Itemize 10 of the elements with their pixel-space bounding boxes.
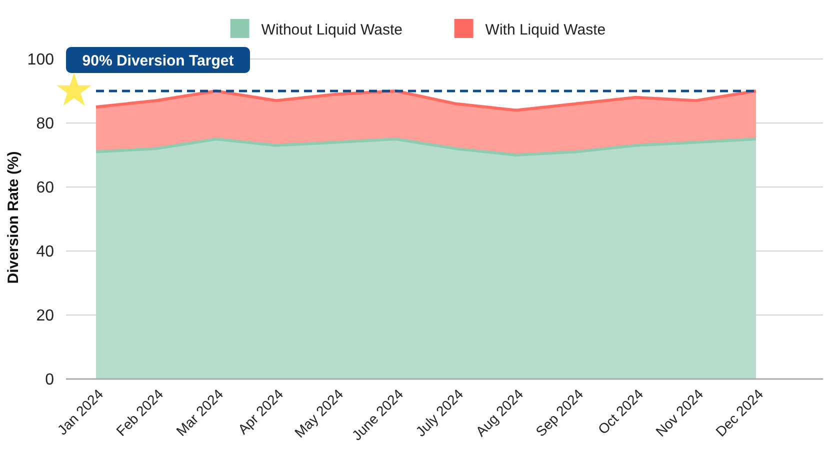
y-tick-label: 40 [36,244,54,261]
y-tick-label: 0 [45,372,54,389]
y-tick-label: 80 [36,116,54,133]
legend-label: With Liquid Waste [485,21,606,38]
ref-line-label: 90% Diversion Target [82,52,234,70]
legend-label: Without Liquid Waste [261,21,402,38]
y-axis-title: Diversion Rate (%) [5,151,22,284]
y-tick-label: 100 [27,52,54,69]
y-tick-label: 60 [36,180,54,197]
y-tick-label: 20 [36,308,54,325]
